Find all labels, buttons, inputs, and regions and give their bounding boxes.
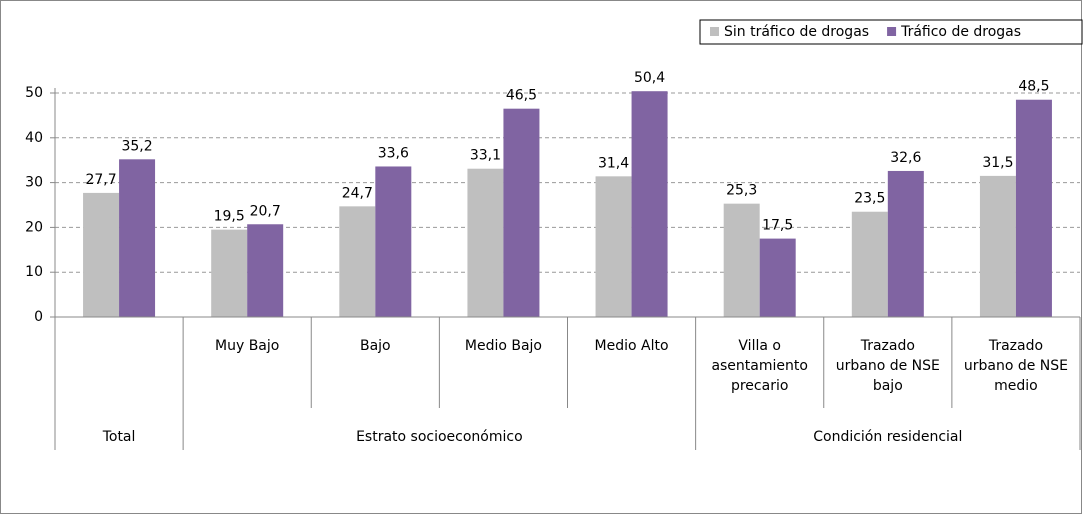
y-tick-label: 10 xyxy=(25,264,43,280)
x-tick-label: Medio Alto xyxy=(594,338,669,354)
bar xyxy=(467,168,504,317)
x-tick-label: Trazado urbano de NSE medio xyxy=(963,338,1068,394)
x-tick-label: Trazado urbano de NSE bajo xyxy=(835,338,940,394)
bar xyxy=(211,229,248,317)
data-label: 27,7 xyxy=(85,172,116,188)
legend-swatch xyxy=(887,27,897,36)
data-label: 48,5 xyxy=(1018,79,1049,95)
data-label: 50,4 xyxy=(634,70,665,86)
data-label: 25,3 xyxy=(726,183,757,199)
data-label: 23,5 xyxy=(854,191,885,207)
bar xyxy=(375,166,412,317)
bar xyxy=(339,206,376,317)
y-tick-label: 0 xyxy=(34,309,43,325)
data-label: 31,4 xyxy=(598,155,629,171)
x-tick-label: Bajo xyxy=(359,338,391,354)
data-label: 17,5 xyxy=(762,218,793,234)
bar xyxy=(119,159,156,317)
bar xyxy=(595,176,632,317)
data-label: 24,7 xyxy=(342,185,373,201)
bar xyxy=(759,238,796,317)
bar xyxy=(979,175,1016,317)
data-label: 33,6 xyxy=(378,145,409,161)
group-label: Condición residencial xyxy=(813,429,962,445)
bar xyxy=(851,211,888,317)
bar xyxy=(631,91,668,317)
bar xyxy=(83,192,120,317)
data-label: 33,1 xyxy=(470,148,501,164)
bar xyxy=(887,170,924,317)
bar xyxy=(1015,99,1052,317)
data-label: 20,7 xyxy=(250,203,281,219)
data-label: 19,5 xyxy=(214,209,245,225)
x-tick-label: Muy Bajo xyxy=(215,338,280,354)
data-label: 46,5 xyxy=(506,88,537,104)
group-label: Estrato socioeconómico xyxy=(356,429,523,445)
y-tick-label: 40 xyxy=(25,130,43,146)
y-tick-label: 20 xyxy=(25,219,43,235)
legend-label: Tráfico de drogas xyxy=(900,24,1021,40)
legend-swatch xyxy=(710,27,719,36)
x-tick-label: Villa o asentamiento precario xyxy=(711,338,808,394)
bar xyxy=(247,224,284,317)
legend-label: Sin tráfico de drogas xyxy=(724,24,869,40)
x-tick-label: Medio Bajo xyxy=(464,338,542,354)
bar xyxy=(723,203,760,317)
group-label: Total xyxy=(102,429,136,445)
data-label: 31,5 xyxy=(982,155,1013,171)
y-tick-label: 30 xyxy=(25,175,43,191)
data-label: 35,2 xyxy=(121,138,152,154)
data-label: 32,6 xyxy=(890,150,921,166)
bar xyxy=(503,108,540,318)
y-tick-label: 50 xyxy=(25,85,43,101)
